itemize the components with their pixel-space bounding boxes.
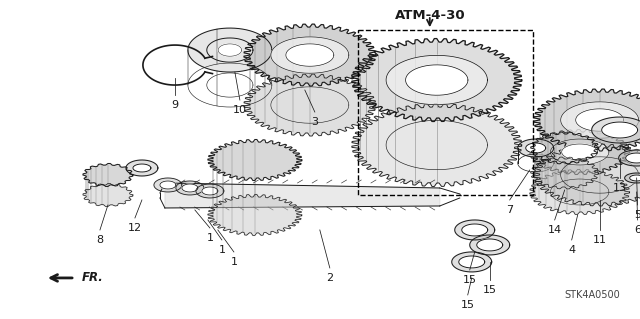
Polygon shape [455,220,495,240]
Text: 1: 1 [230,257,237,267]
Text: 15: 15 [463,275,477,285]
Polygon shape [630,175,640,181]
Polygon shape [352,104,522,187]
Text: ATM-4-30: ATM-4-30 [394,9,465,22]
Polygon shape [518,139,554,157]
Polygon shape [625,173,640,183]
Polygon shape [286,44,334,66]
Polygon shape [461,224,488,236]
Polygon shape [530,169,630,214]
Text: 7: 7 [506,205,513,215]
Polygon shape [406,65,468,95]
Polygon shape [534,89,640,151]
Text: FR.: FR. [82,271,104,285]
Text: 13: 13 [612,183,627,193]
Polygon shape [352,39,522,122]
Text: 1: 1 [206,233,213,243]
Polygon shape [182,184,198,192]
Polygon shape [531,157,598,189]
Polygon shape [202,187,218,195]
Polygon shape [550,139,609,165]
Text: 2: 2 [326,273,333,283]
Text: 6: 6 [634,225,640,235]
Text: 4: 4 [568,245,575,255]
Polygon shape [133,164,151,172]
Polygon shape [244,24,376,86]
Text: 15: 15 [461,300,475,310]
Polygon shape [188,28,272,72]
Text: 12: 12 [128,223,142,233]
Polygon shape [207,38,253,62]
Polygon shape [176,181,204,195]
Text: 15: 15 [483,285,497,295]
Polygon shape [562,144,598,160]
Text: 3: 3 [311,117,318,127]
Polygon shape [196,184,224,198]
Polygon shape [619,150,640,166]
Polygon shape [534,144,640,206]
Text: 10: 10 [233,105,247,115]
Polygon shape [452,252,492,272]
Text: 8: 8 [97,235,104,245]
Polygon shape [531,132,598,164]
Polygon shape [386,56,488,105]
Text: 9: 9 [172,100,179,110]
Polygon shape [83,164,133,187]
Polygon shape [561,102,639,138]
Polygon shape [525,143,546,153]
Polygon shape [626,153,640,163]
Polygon shape [218,44,242,56]
Polygon shape [160,181,176,189]
Text: STK4A0500: STK4A0500 [564,290,620,300]
Text: 14: 14 [548,225,562,235]
Bar [358,30,532,195]
Polygon shape [575,109,623,131]
Polygon shape [244,74,376,136]
Polygon shape [271,37,349,73]
Text: 5: 5 [634,210,640,220]
Polygon shape [208,195,302,235]
Polygon shape [126,160,158,176]
Text: 1: 1 [218,245,225,255]
Polygon shape [470,235,509,255]
Text: 11: 11 [593,235,607,245]
Polygon shape [165,183,440,208]
Polygon shape [154,178,182,192]
Polygon shape [208,139,302,181]
Polygon shape [477,239,502,251]
Polygon shape [530,130,630,174]
Polygon shape [602,122,637,138]
Polygon shape [83,183,133,206]
Polygon shape [459,256,484,268]
Polygon shape [591,117,640,143]
